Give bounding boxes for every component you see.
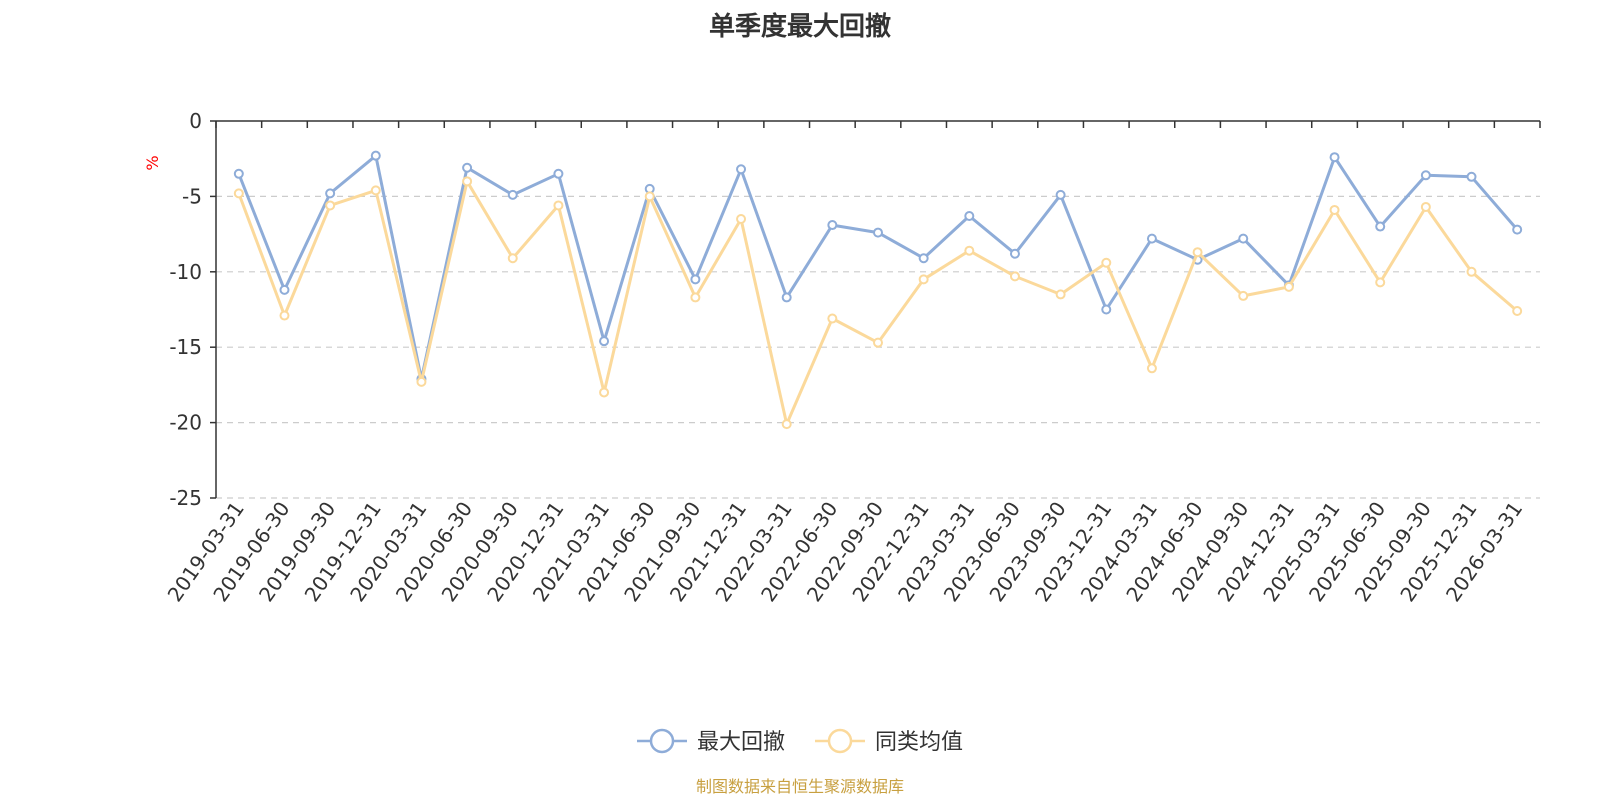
y-tick-label: -25	[169, 486, 202, 510]
series-1-point	[827, 220, 838, 231]
series-2-point	[233, 188, 244, 199]
y-axis-unit-label: %	[143, 155, 162, 170]
series-2-point	[1466, 266, 1477, 277]
series-2-point	[1329, 204, 1340, 215]
series-1-point	[736, 164, 747, 175]
series-2-point	[1238, 290, 1249, 301]
series-2-point	[873, 337, 883, 348]
series-1-point	[1101, 304, 1112, 315]
series-2-point	[1146, 363, 1157, 374]
series-2-point	[964, 245, 975, 256]
series-1-point	[279, 284, 290, 295]
series-1-point	[1055, 189, 1066, 200]
series-2-point	[1375, 277, 1386, 288]
series-2-point	[553, 200, 564, 211]
series-line-2	[237, 179, 1519, 426]
series-1-point	[507, 189, 518, 200]
series-2-point	[781, 419, 792, 430]
series-1-point	[781, 292, 792, 303]
legend-item-1[interactable]: 最大回撤	[637, 728, 785, 755]
legend[interactable]: 最大回撤 同类均值	[637, 728, 963, 755]
legend-marker-icon	[649, 728, 675, 754]
series-2-point	[690, 292, 701, 303]
chart-title: 单季度最大回撤	[709, 11, 891, 42]
series-2-point	[827, 313, 838, 324]
series-1-point	[1466, 171, 1477, 182]
series-2-point	[1009, 271, 1020, 282]
series-1-point	[873, 227, 883, 238]
series-1-point	[964, 211, 975, 222]
series-2-point	[1055, 289, 1066, 300]
legend-item-2[interactable]: 同类均值	[815, 728, 963, 755]
series-2-point	[462, 176, 473, 187]
series-2-point	[370, 185, 381, 196]
legend-label: 同类均值	[875, 730, 963, 755]
series-1-point	[918, 253, 929, 264]
series-1-point	[370, 150, 381, 161]
series-1-point	[1009, 248, 1020, 259]
series-1-point	[1512, 224, 1523, 235]
y-tick-label: -20	[169, 411, 202, 435]
series-1-point	[690, 274, 701, 285]
series-2-point	[1283, 281, 1294, 292]
legend-label: 最大回撤	[697, 730, 785, 755]
series-2-point	[1512, 306, 1523, 317]
series-lines	[233, 150, 1523, 430]
series-1-point	[599, 336, 610, 347]
series-2-point	[325, 200, 336, 211]
series-1-point	[1238, 233, 1249, 244]
series-1-point	[1375, 221, 1386, 232]
series-1-point	[462, 162, 473, 173]
legend-marker-icon	[827, 728, 853, 754]
series-2-point	[1420, 201, 1431, 212]
y-tick-label: 0	[189, 109, 202, 133]
y-tick-label: -5	[182, 184, 202, 208]
series-2-point	[1101, 257, 1112, 268]
series-2-point	[1192, 247, 1203, 258]
y-tick-labels: 0 -5 -10 -15 -20 -25	[169, 109, 202, 510]
axes	[210, 120, 1541, 499]
series-2-point	[507, 253, 518, 264]
series-1-point	[1329, 152, 1340, 163]
series-1-point	[1146, 233, 1157, 244]
series-2-point	[599, 387, 610, 398]
y-tick-label: -15	[169, 335, 202, 359]
series-2-point	[279, 310, 290, 321]
series-1-point	[553, 168, 564, 179]
data-source-note: 制图数据来自恒生聚源数据库	[696, 777, 904, 796]
series-2-point	[736, 214, 747, 225]
series-2-point	[644, 191, 655, 202]
series-1-point	[325, 188, 336, 199]
series-2-point	[416, 376, 427, 387]
series-1-point	[233, 168, 244, 179]
x-tick-labels: 2019-03-312019-06-302019-09-302019-12-31…	[163, 497, 1528, 606]
series-1-point	[1420, 170, 1431, 181]
series-2-point	[918, 274, 929, 285]
y-tick-label: -10	[169, 260, 202, 284]
